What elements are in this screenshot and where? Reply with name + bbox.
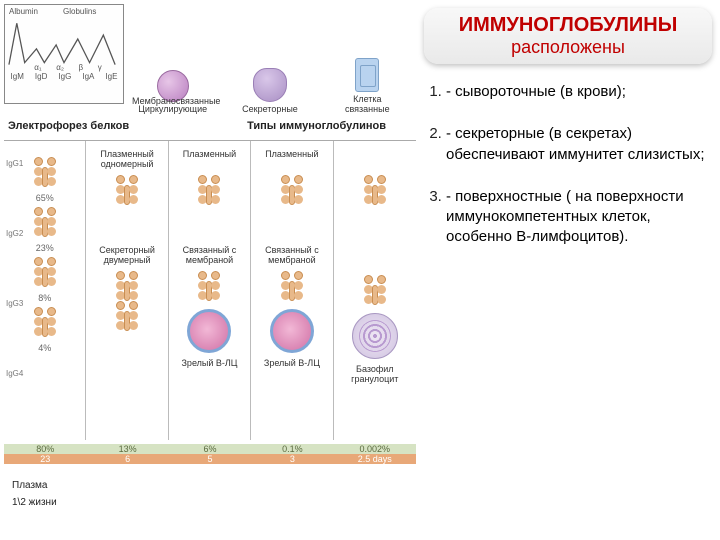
col4-bottom: Базофил гранулоцит [336, 365, 414, 385]
header-electrophoresis: Электрофорез белков [8, 120, 129, 132]
col-igd: Плазменный Связанный с мембраной Зрелый … [251, 141, 333, 440]
col4-granulocyte [352, 313, 398, 359]
col2-mid: Связанный с мембраной [171, 245, 248, 265]
o4: 2.5 days [334, 454, 416, 464]
cellbound-icon [355, 58, 379, 92]
peak-b: β [79, 63, 84, 72]
title-line1: ИММУНОГЛОБУЛИНЫ [434, 14, 702, 37]
point-3: - поверхностные ( на поверхности иммунок… [446, 187, 712, 248]
o1: 6 [86, 454, 168, 464]
col3-ig1 [279, 175, 305, 207]
col-ige: Базофил гранулоцит [334, 141, 416, 440]
type-cellbound: Клетка связанные [332, 58, 402, 114]
o3: 3 [251, 454, 333, 464]
col1-mid: Секреторный двумерный [88, 245, 165, 265]
header-ig-types: Типы иммуноглобулинов [247, 120, 386, 132]
membrane-label: Мембраносвязанные [132, 96, 220, 106]
igg3-icon [32, 257, 58, 289]
g1: 13% [86, 444, 168, 454]
point-1-text: - сывороточные (в крови); [446, 83, 626, 100]
footer-labels: Плазма 1\2 жизни [12, 474, 57, 508]
points-list: - сывороточные (в крови); - секреторные … [424, 82, 712, 248]
point-2: - секреторные (в секретах) обеспечивают … [446, 124, 712, 165]
footer-halflife: 1\2 жизни [12, 497, 57, 508]
col1-ig2 [114, 271, 140, 303]
col-iga: Плазменный одномерный Секреторный двумер… [86, 141, 168, 440]
igg2-pct: 23% [6, 243, 83, 253]
col3-mid: Связанный с мембраной [253, 245, 330, 265]
xl-igm: IgM [11, 72, 24, 81]
col2-bottom: Зрелый В-ЛЦ [171, 359, 248, 369]
cellbound-label: Клетка связанные [332, 94, 402, 114]
col4-ig2 [362, 275, 388, 307]
ig-grid: IgG1 65% IgG2 23% IgG3 8% IgG4 4% Плазме… [4, 140, 416, 440]
o2: 5 [169, 454, 251, 464]
section-headers: Электрофорез белков Типы иммуноглобулино… [4, 120, 416, 132]
col1-top: Плазменный одномерный [88, 149, 165, 169]
igg4-label: IgG4 [6, 369, 23, 378]
col1-ig3 [114, 301, 140, 333]
title-line2: расположены [434, 37, 702, 58]
col3-ig2 [279, 271, 305, 303]
electro-albumin: Albumin [9, 7, 38, 16]
g3: 0.1% [251, 444, 333, 454]
igg4-icon [32, 307, 58, 339]
xl-igd: IgD [35, 72, 47, 81]
col4-ig1 [362, 175, 388, 207]
point-3-text: - поверхностные ( на поверхности иммунок… [446, 188, 684, 246]
g2: 6% [169, 444, 251, 454]
electro-xlabels: IgM IgD IgG IgA IgE [5, 72, 123, 81]
row-halflife: 23 6 5 3 2.5 days [4, 454, 416, 464]
igg2-icon [32, 207, 58, 239]
igg2-label: IgG2 [6, 229, 23, 238]
igg4-pct: 4% [6, 343, 83, 353]
xl-ige: IgE [105, 72, 117, 81]
igg3-label: IgG3 [6, 299, 23, 308]
col4-top [336, 149, 414, 169]
peak-a2: α₂ [56, 63, 64, 72]
top-row: Albumin Globulins α₁ α₂ β γ IgM IgD IgG … [4, 4, 416, 114]
col2-ig2 [196, 271, 222, 303]
point-2-text: - секреторные (в секретах) обеспечивают … [446, 125, 705, 162]
point-1: - сывороточные (в крови); [446, 82, 712, 102]
xl-igg: IgG [58, 72, 71, 81]
col3-bcell [270, 309, 314, 353]
col1-ig1 [114, 175, 140, 207]
bottom-table: 80% 13% 6% 0.1% 0.002% 23 6 5 3 2.5 days [4, 444, 416, 464]
col-igm: Плазменный Связанный с мембраной Зрелый … [169, 141, 251, 440]
igg1-icon [32, 157, 58, 189]
row-percent: 80% 13% 6% 0.1% 0.002% [4, 444, 416, 454]
xl-iga: IgA [82, 72, 94, 81]
g4: 0.002% [334, 444, 416, 454]
electrophoresis-plot: Albumin Globulins α₁ α₂ β γ IgM IgD IgG … [4, 4, 124, 104]
secretory-icon [253, 68, 287, 102]
electro-globulins: Globulins [63, 7, 96, 16]
type-secretory: Секреторные [235, 68, 305, 114]
diagram-panel: Albumin Globulins α₁ α₂ β γ IgM IgD IgG … [0, 0, 420, 540]
col3-top: Плазменный [253, 149, 330, 169]
col3-bottom: Зрелый В-ЛЦ [253, 359, 330, 369]
text-panel: ИММУНОГЛОБУЛИНЫ расположены - сывороточн… [420, 0, 720, 540]
col-igg: IgG1 65% IgG2 23% IgG3 8% IgG4 4% [4, 141, 86, 440]
g0: 80% [4, 444, 86, 454]
footer-plasma: Плазма [12, 480, 57, 491]
col2-ig1 [196, 175, 222, 207]
col2-top: Плазменный [171, 149, 248, 169]
col2-bcell [187, 309, 231, 353]
peak-a1: α₁ [34, 63, 41, 72]
igg1-label: IgG1 [6, 159, 23, 168]
peak-g: γ [98, 63, 102, 72]
title-pill: ИММУНОГЛОБУЛИНЫ расположены [424, 8, 712, 64]
type-circulating: Циркулирующие [138, 70, 208, 114]
o0: 23 [4, 454, 86, 464]
igg1-pct: 65% [6, 193, 83, 203]
secretory-label: Секреторные [242, 104, 298, 114]
